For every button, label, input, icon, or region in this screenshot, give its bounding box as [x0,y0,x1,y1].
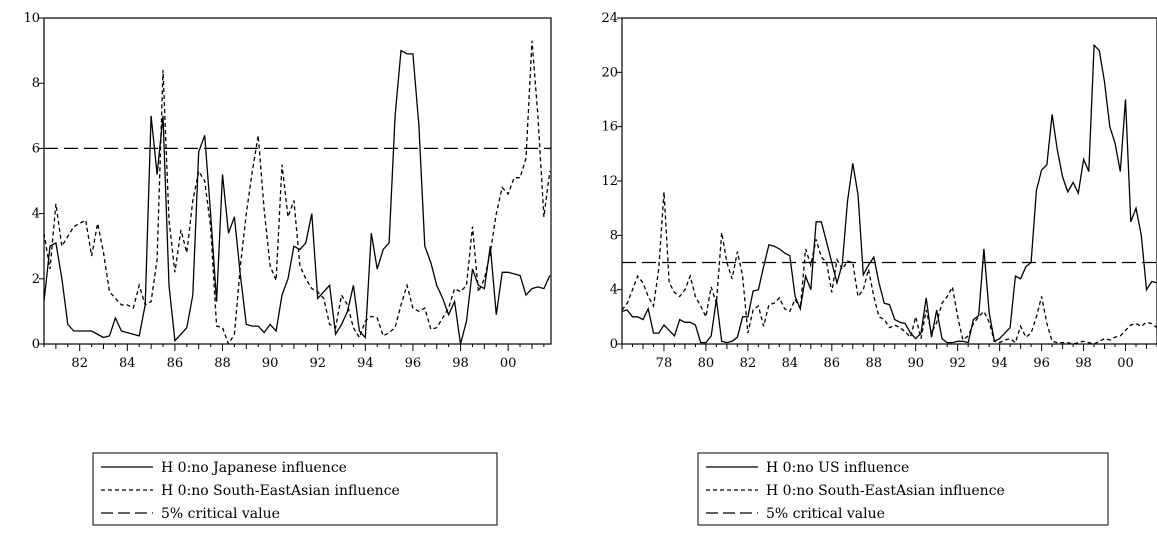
x-tick-label: 00 [1117,356,1134,371]
plot-frame [621,17,1157,345]
y-tick-label: 12 [601,174,618,189]
x-tick-label: 78 [656,356,673,371]
series-line-0 [622,43,1157,344]
y-tick-label: 4 [610,283,618,298]
y-tick-label: 20 [601,65,618,80]
x-tick-label: 96 [405,356,422,371]
chart-right: 0 4 8 12 16 20 24 78 80 82 84 86 88 90 92 94 96 98 00 H 0:n… [601,11,1157,526]
plot-frame [43,17,552,345]
x-tick-label: 80 [698,356,715,371]
x-tick-label: 84 [782,356,799,371]
y-tick-label: 8 [32,76,40,91]
series-line-1 [622,191,1157,344]
y-tick-label: 0 [610,337,618,352]
x-tick-label: 98 [452,356,469,371]
x-tick-label: 00 [500,356,517,371]
series-line-1 [44,40,551,344]
x-tick-label: 88 [214,356,231,371]
y-tick-label: 24 [601,11,618,26]
y-tick-label: 16 [601,120,618,135]
x-tick-label: 90 [907,356,924,371]
legend-label-1: H 0:no South-EastAsian influence [766,483,1005,499]
legend-label-2: 5% critical value [766,506,885,522]
x-tick-label: 82 [740,356,757,371]
x-tick-label: 82 [71,356,88,371]
y-tick-label: 0 [32,337,40,352]
x-tick-label: 86 [824,356,841,371]
x-tick-label: 88 [865,356,882,371]
y-tick-label: 6 [32,141,40,156]
y-tick-label: 10 [23,11,40,26]
chart-left: 0 2 4 6 8 10 82 84 86 88 90 92 94 96 98 00 H 0:no Japane… [23,11,552,526]
y-tick-label: 4 [32,207,40,222]
legend-box [697,452,1109,526]
x-tick-label: 92 [949,356,966,371]
x-tick-label: 98 [1075,356,1092,371]
x-tick-label: 86 [167,356,184,371]
x-tick-label: 96 [1033,356,1050,371]
legend-label-2: 5% critical value [161,506,280,522]
legend-box [92,452,498,526]
series-line-0 [44,49,551,344]
x-tick-label: 94 [991,356,1008,371]
legend-label-0: H 0:no Japanese influence [161,460,347,476]
y-tick-label: 8 [610,228,618,243]
x-tick-label: 94 [357,356,374,371]
x-tick-label: 84 [119,356,136,371]
y-tick-label: 2 [32,272,40,287]
legend-label-0: H 0:no US influence [766,460,909,476]
x-tick-label: 90 [262,356,279,371]
legend-label-1: H 0:no South-EastAsian influence [161,483,400,499]
x-tick-label: 92 [309,356,326,371]
